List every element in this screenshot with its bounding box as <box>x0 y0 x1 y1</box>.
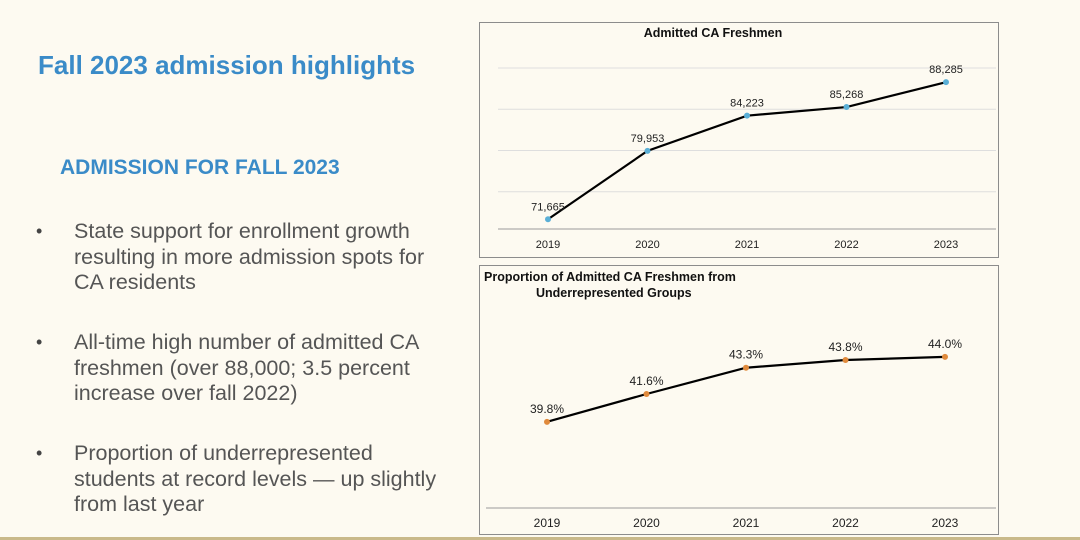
data-point <box>743 364 749 371</box>
data-point <box>942 353 948 360</box>
data-label: 88,285 <box>929 64 963 76</box>
data-label: 79,953 <box>631 133 665 145</box>
data-point <box>544 418 550 425</box>
data-label: 44.0% <box>928 337 962 351</box>
chart-title: Admitted CA Freshmen <box>643 26 783 40</box>
bullet-text: State support for enrollment growth resu… <box>74 219 425 294</box>
data-label: 85,268 <box>830 89 864 101</box>
x-tick-label: 2023 <box>934 239 958 251</box>
bullet-dot-icon: • <box>36 221 43 241</box>
data-point <box>842 357 849 363</box>
data-label: 43.8% <box>828 340 862 354</box>
data-label: 84,223 <box>730 98 764 110</box>
data-label: 71,665 <box>531 201 565 213</box>
x-tick-label: 2021 <box>733 516 760 530</box>
chart-title-line-1: Proportion of Admitted CA Freshmen from <box>484 270 736 284</box>
chart-title-line-2: Underrepresented Groups <box>536 286 692 300</box>
x-tick-label: 2022 <box>832 516 859 530</box>
bullet-dot-icon: • <box>36 443 43 463</box>
data-label: 41.6% <box>629 374 663 388</box>
x-tick-label: 2020 <box>635 239 659 251</box>
x-tick-label: 2023 <box>932 516 959 530</box>
slide-title: Fall 2023 admission highlights <box>38 50 416 80</box>
chart-title: Proportion of Admitted CA Freshmen from … <box>484 269 814 301</box>
data-point <box>644 147 651 154</box>
x-tick-label: 2021 <box>735 239 759 251</box>
bullet-dot-icon: • <box>36 332 43 352</box>
bullet-text: All-time high number of admitted CA fres… <box>74 330 419 405</box>
x-tick-label: 2019 <box>536 239 560 251</box>
footer-rule <box>0 537 1080 540</box>
x-tick-label: 2022 <box>834 239 858 251</box>
admitted-freshmen-chart: Admitted CA Freshmen 71,665 2019 79,953 202… <box>479 22 999 258</box>
chart-plot: 71,665 2019 79,953 2020 84,223 2021 85,268 2022… <box>498 64 996 251</box>
data-label: 43.3% <box>729 348 763 362</box>
data-point <box>545 216 551 223</box>
data-point <box>744 112 750 119</box>
data-label: 39.8% <box>530 402 564 416</box>
data-point <box>843 104 850 111</box>
underrepresented-proportion-chart: Proportion of Admitted CA Freshmen from … <box>479 265 999 535</box>
bullet-text: Proportion of underrepresented students … <box>74 441 437 516</box>
x-tick-label: 2020 <box>633 516 660 530</box>
chart-plot: 39.8% 2019 41.6% 2020 43.3% 2021 43.8% 2022 44.0… <box>486 337 996 530</box>
x-tick-label: 2019 <box>534 516 561 530</box>
section-heading: ADMISSION FOR FALL 2023 <box>60 156 340 179</box>
data-point <box>943 79 949 86</box>
data-point <box>643 391 650 397</box>
